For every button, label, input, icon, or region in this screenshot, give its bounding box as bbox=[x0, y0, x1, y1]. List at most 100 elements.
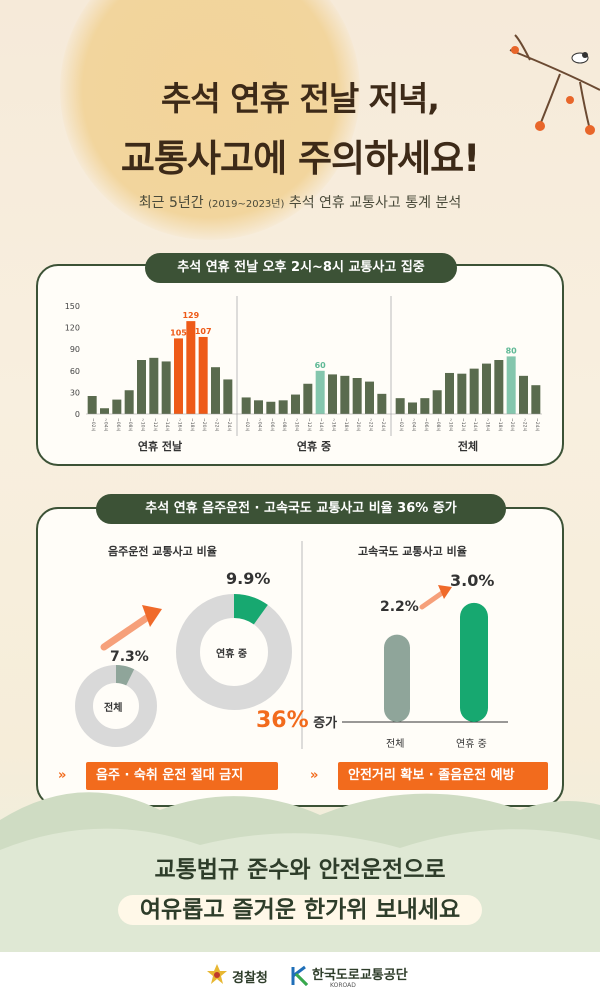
y-tick-label: 0 bbox=[75, 410, 80, 419]
sun-decoration bbox=[60, 0, 360, 240]
x-tick-label: ~12시 bbox=[306, 418, 312, 432]
series-label: 연휴 전날 bbox=[138, 439, 182, 453]
bar-연휴 전날-2 bbox=[112, 399, 122, 414]
police-logo-text: 경찰청 bbox=[232, 971, 268, 986]
x-tick-label: ~14시 bbox=[472, 418, 478, 432]
x-tick-label: ~16시 bbox=[177, 418, 183, 432]
y-tick-label: 60 bbox=[70, 367, 80, 376]
closing-line-2-text: 여유롭고 즐거운 한가위 보내세요 bbox=[117, 895, 483, 925]
bar-전체-5 bbox=[457, 373, 467, 414]
x-tick-label: ~20시 bbox=[509, 418, 515, 432]
x-tick-label: ~16시 bbox=[485, 418, 491, 432]
x-tick-label: ~10시 bbox=[140, 418, 146, 432]
y-tick-label: 30 bbox=[70, 388, 80, 397]
data-label: 80 bbox=[506, 346, 518, 355]
x-tick-label: ~20시 bbox=[201, 418, 207, 432]
callout-no-drunk-driving: » 음주 · 숙취 운전 절대 금지 bbox=[58, 762, 278, 790]
ratio-graphics bbox=[75, 541, 508, 749]
x-tick-label: ~14시 bbox=[318, 418, 324, 432]
chevron-right-icon: » bbox=[58, 768, 67, 783]
bar-연휴 중-11 bbox=[377, 393, 387, 414]
x-tick-label: ~02시 bbox=[244, 418, 250, 432]
subtitle-prefix: 최근 5년간 bbox=[138, 195, 209, 211]
donut-overall bbox=[75, 665, 157, 747]
bar-전체-10 bbox=[519, 375, 528, 414]
increase-text: 증가 bbox=[308, 716, 338, 731]
x-tick-label: ~10시 bbox=[294, 418, 300, 432]
highway-holiday-pct: 3.0% bbox=[450, 571, 495, 590]
bar-연휴 중-6 bbox=[315, 370, 325, 414]
donut-holiday-label: 연휴 중 bbox=[216, 649, 248, 660]
x-tick-label: ~02시 bbox=[398, 418, 404, 432]
section1-title-pill: 추석 연휴 전날 오후 2시~8시 교통사고 집중 bbox=[145, 253, 457, 283]
police-emblem-icon bbox=[207, 964, 227, 984]
persimmon-branch-icon bbox=[509, 34, 600, 135]
bar-연휴 중-7 bbox=[328, 374, 337, 414]
x-tick-label: ~24시 bbox=[380, 418, 386, 432]
x-tick-label: ~24시 bbox=[226, 418, 232, 432]
callout-safe-distance: » 안전거리 확보 · 졸음운전 예방 bbox=[310, 762, 548, 790]
highway-overall-xlabel: 전체 bbox=[386, 739, 405, 750]
x-tick-label: ~08시 bbox=[127, 418, 133, 432]
chevron-right-icon: » bbox=[310, 768, 319, 783]
bar-전체-1 bbox=[408, 402, 417, 414]
x-tick-label: ~18시 bbox=[497, 418, 503, 432]
data-label: 105 bbox=[170, 328, 187, 337]
bar-전체-3 bbox=[432, 390, 442, 414]
x-tick-label: ~20시 bbox=[355, 418, 361, 432]
bar-전체-0 bbox=[395, 398, 405, 414]
x-tick-label: ~12시 bbox=[460, 418, 466, 432]
donut-holiday-segment bbox=[176, 594, 292, 710]
bar-연휴 중-8 bbox=[340, 375, 350, 414]
hourly-chart-card: 0 30 60 90 120 150 ~02시 ~04시 ~06시 ~08시 ~10시 ~12시 ~14… bbox=[36, 264, 564, 466]
bar-연휴 전날-1 bbox=[100, 408, 109, 414]
bar-전체-6 bbox=[469, 368, 479, 414]
bar-연휴 전날-3 bbox=[124, 390, 134, 414]
drunk-driving-title: 음주운전 교통사고 비율 bbox=[108, 545, 217, 558]
subtitle-period: (2019~2023년) bbox=[208, 199, 285, 210]
footer: 경찰청 한국도로교통공단 KOROAD bbox=[0, 952, 600, 1000]
koroad-logo-sub: KOROAD bbox=[330, 982, 356, 989]
highway-bar-holiday bbox=[460, 602, 488, 722]
x-tick-label: ~12시 bbox=[152, 418, 158, 432]
bar-연휴 전날-6 bbox=[161, 361, 171, 414]
x-tick-label: ~18시 bbox=[343, 418, 349, 432]
bar-전체-4 bbox=[445, 372, 454, 414]
arrow-up-icon bbox=[100, 605, 162, 651]
donut-holiday bbox=[176, 594, 292, 710]
callout-left-text: 음주 · 숙취 운전 절대 금지 bbox=[96, 768, 244, 783]
bar-전체-7 bbox=[482, 363, 491, 414]
bar-연휴 중-9 bbox=[352, 378, 362, 414]
x-tick-label: ~06시 bbox=[423, 418, 429, 432]
increase-label: 36% 증가 bbox=[256, 708, 337, 733]
donut-overall-pct: 7.3% bbox=[110, 649, 149, 665]
highway-title: 고속국도 교통사고 비율 bbox=[358, 545, 467, 558]
section2-title-pill: 추석 연휴 음주운전 · 고속국도 교통사고 비율 36% 증가 bbox=[96, 494, 506, 524]
ratio-card: 음주운전 교통사고 비율 고속국도 교통사고 비율 7.3% 9.9% 전체 연… bbox=[36, 507, 564, 807]
highway-bar-overall bbox=[384, 634, 410, 722]
bar-연휴 중-4 bbox=[291, 394, 300, 414]
title-line-2: 교통사고에 주의하세요! bbox=[120, 137, 480, 180]
data-label: 129 bbox=[182, 311, 199, 320]
increase-number: 36% bbox=[256, 708, 309, 733]
bar-연휴 전날-11 bbox=[223, 379, 233, 414]
subtitle: 최근 5년간 (2019~2023년) 추석 연휴 교통사고 통계 분석 bbox=[0, 192, 600, 212]
bar-연휴 전날-5 bbox=[149, 357, 159, 414]
closing-line-1: 교통법규 준수와 안전운전으로 bbox=[154, 857, 446, 883]
bar-연휴 중-3 bbox=[278, 400, 288, 414]
subtitle-suffix: 추석 연휴 교통사고 통계 분석 bbox=[284, 195, 462, 211]
x-tick-label: ~06시 bbox=[115, 418, 121, 432]
closing-line-2: 여유롭고 즐거운 한가위 보내세요 bbox=[0, 890, 600, 925]
bar-연휴 전날-7 bbox=[174, 338, 183, 414]
title-line-1: 추석 연휴 전날 저녁, bbox=[161, 79, 440, 118]
donut-holiday-pct: 9.9% bbox=[226, 569, 271, 588]
donut-overall-segment bbox=[75, 665, 157, 747]
y-tick-label: 120 bbox=[65, 324, 80, 333]
bar-연휴 전날-4 bbox=[137, 360, 146, 414]
koroad-logo-text: 한국도로교통공단 bbox=[312, 968, 408, 983]
x-tick-label: ~10시 bbox=[448, 418, 454, 432]
x-tick-label: ~22시 bbox=[522, 418, 528, 432]
bar-연휴 중-2 bbox=[266, 401, 276, 414]
x-tick-label: ~22시 bbox=[214, 418, 220, 432]
series-label: 전체 bbox=[458, 439, 478, 453]
